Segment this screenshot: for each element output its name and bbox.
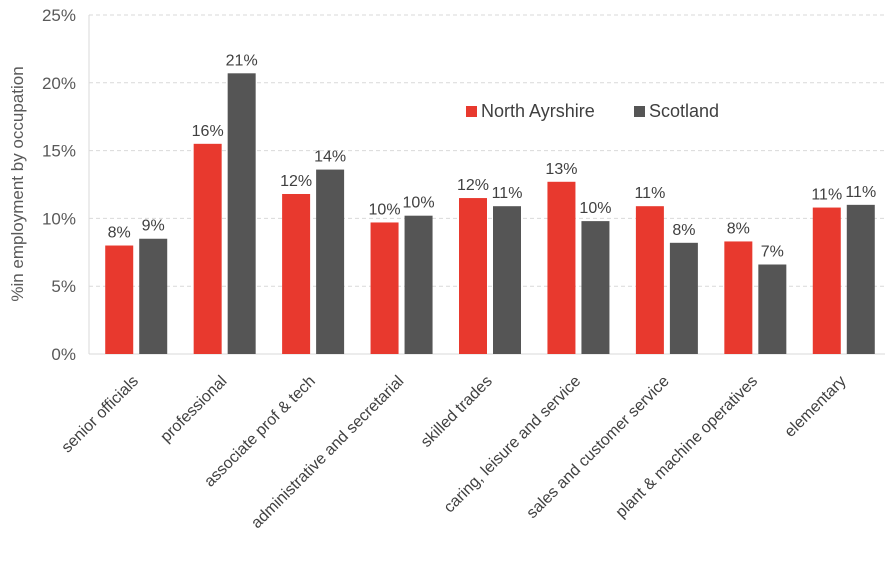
data-label-north-ayrshire: 12% <box>457 177 489 194</box>
y-tick-label: 20% <box>42 74 76 93</box>
bar-scotland-senior-officials <box>139 238 168 354</box>
bar-scotland-sales-and-customer-service <box>669 242 698 354</box>
data-label-north-ayrshire: 8% <box>108 225 131 242</box>
data-label-north-ayrshire: 10% <box>369 201 401 218</box>
data-label-north-ayrshire: 16% <box>192 123 224 140</box>
bar-north-ayrshire-caring-leisure-and-service <box>547 181 576 354</box>
bar-north-ayrshire-plant-machine-operatives <box>724 241 753 354</box>
category-label-administrative-and-secretarial: administrative and secretarial <box>248 373 407 532</box>
bar-north-ayrshire-senior-officials <box>105 245 134 354</box>
bar-scotland-plant-machine-operatives <box>758 264 787 354</box>
bar-scotland-professional <box>227 73 256 355</box>
data-label-scotland: 14% <box>314 149 346 166</box>
category-label-senior-officials: senior officials <box>59 373 143 457</box>
bar-north-ayrshire-sales-and-customer-service <box>635 206 664 354</box>
data-label-scotland: 9% <box>142 218 165 235</box>
bar-north-ayrshire-skilled-trades <box>459 198 487 354</box>
bar-north-ayrshire-associate-prof-tech <box>282 193 311 354</box>
y-tick-label: 5% <box>51 277 76 296</box>
data-label-north-ayrshire: 11% <box>634 185 665 202</box>
legend: North Ayrshire Scotland <box>466 101 719 121</box>
bar-scotland-skilled-trades <box>493 206 521 354</box>
data-label-scotland: 11% <box>845 184 876 201</box>
category-label-plant-machine-operatives: plant & machine operatives <box>613 373 761 521</box>
category-label-professional: professional <box>157 373 230 446</box>
legend-swatch-scotland <box>634 106 645 117</box>
bar-north-ayrshire-administrative-and-secretarial <box>370 222 399 354</box>
data-label-scotland: 21% <box>226 52 258 69</box>
data-label-north-ayrshire: 12% <box>280 173 312 190</box>
y-tick-label: 15% <box>42 142 76 161</box>
bar-scotland-elementary <box>846 204 875 354</box>
data-label-north-ayrshire: 13% <box>545 161 577 178</box>
data-label-scotland: 7% <box>761 244 784 261</box>
bar-north-ayrshire-professional <box>193 143 222 354</box>
legend-label-north-ayrshire: North Ayrshire <box>481 101 595 121</box>
data-label-scotland: 10% <box>579 200 611 217</box>
y-tick-label: 25% <box>42 6 76 25</box>
y-tick-label: 10% <box>42 209 76 228</box>
category-label-elementary: elementary <box>782 373 850 441</box>
legend-swatch-north-ayrshire <box>466 106 477 117</box>
y-tick-label: 0% <box>51 345 76 364</box>
data-label-scotland: 11% <box>492 185 523 202</box>
data-label-north-ayrshire: 8% <box>727 220 750 237</box>
category-label-skilled-trades: skilled trades <box>418 373 496 451</box>
data-label-scotland: 10% <box>403 195 435 212</box>
data-label-north-ayrshire: 11% <box>811 187 842 204</box>
bar-north-ayrshire-elementary <box>812 207 841 354</box>
bar-scotland-administrative-and-secretarial <box>404 215 433 354</box>
legend-label-scotland: Scotland <box>649 101 719 121</box>
bar-scotland-associate-prof-tech <box>316 169 345 354</box>
y-axis-title: %in employment by occupation <box>8 66 27 301</box>
data-labels: 8%16%12%10%12%13%11%8%11%9%21%14%10%11%1… <box>108 52 877 260</box>
bar-scotland-caring-leisure-and-service <box>581 221 610 354</box>
data-label-scotland: 8% <box>672 222 695 239</box>
category-label-sales-and-customer-service: sales and customer service <box>524 373 673 522</box>
bars <box>105 73 875 355</box>
